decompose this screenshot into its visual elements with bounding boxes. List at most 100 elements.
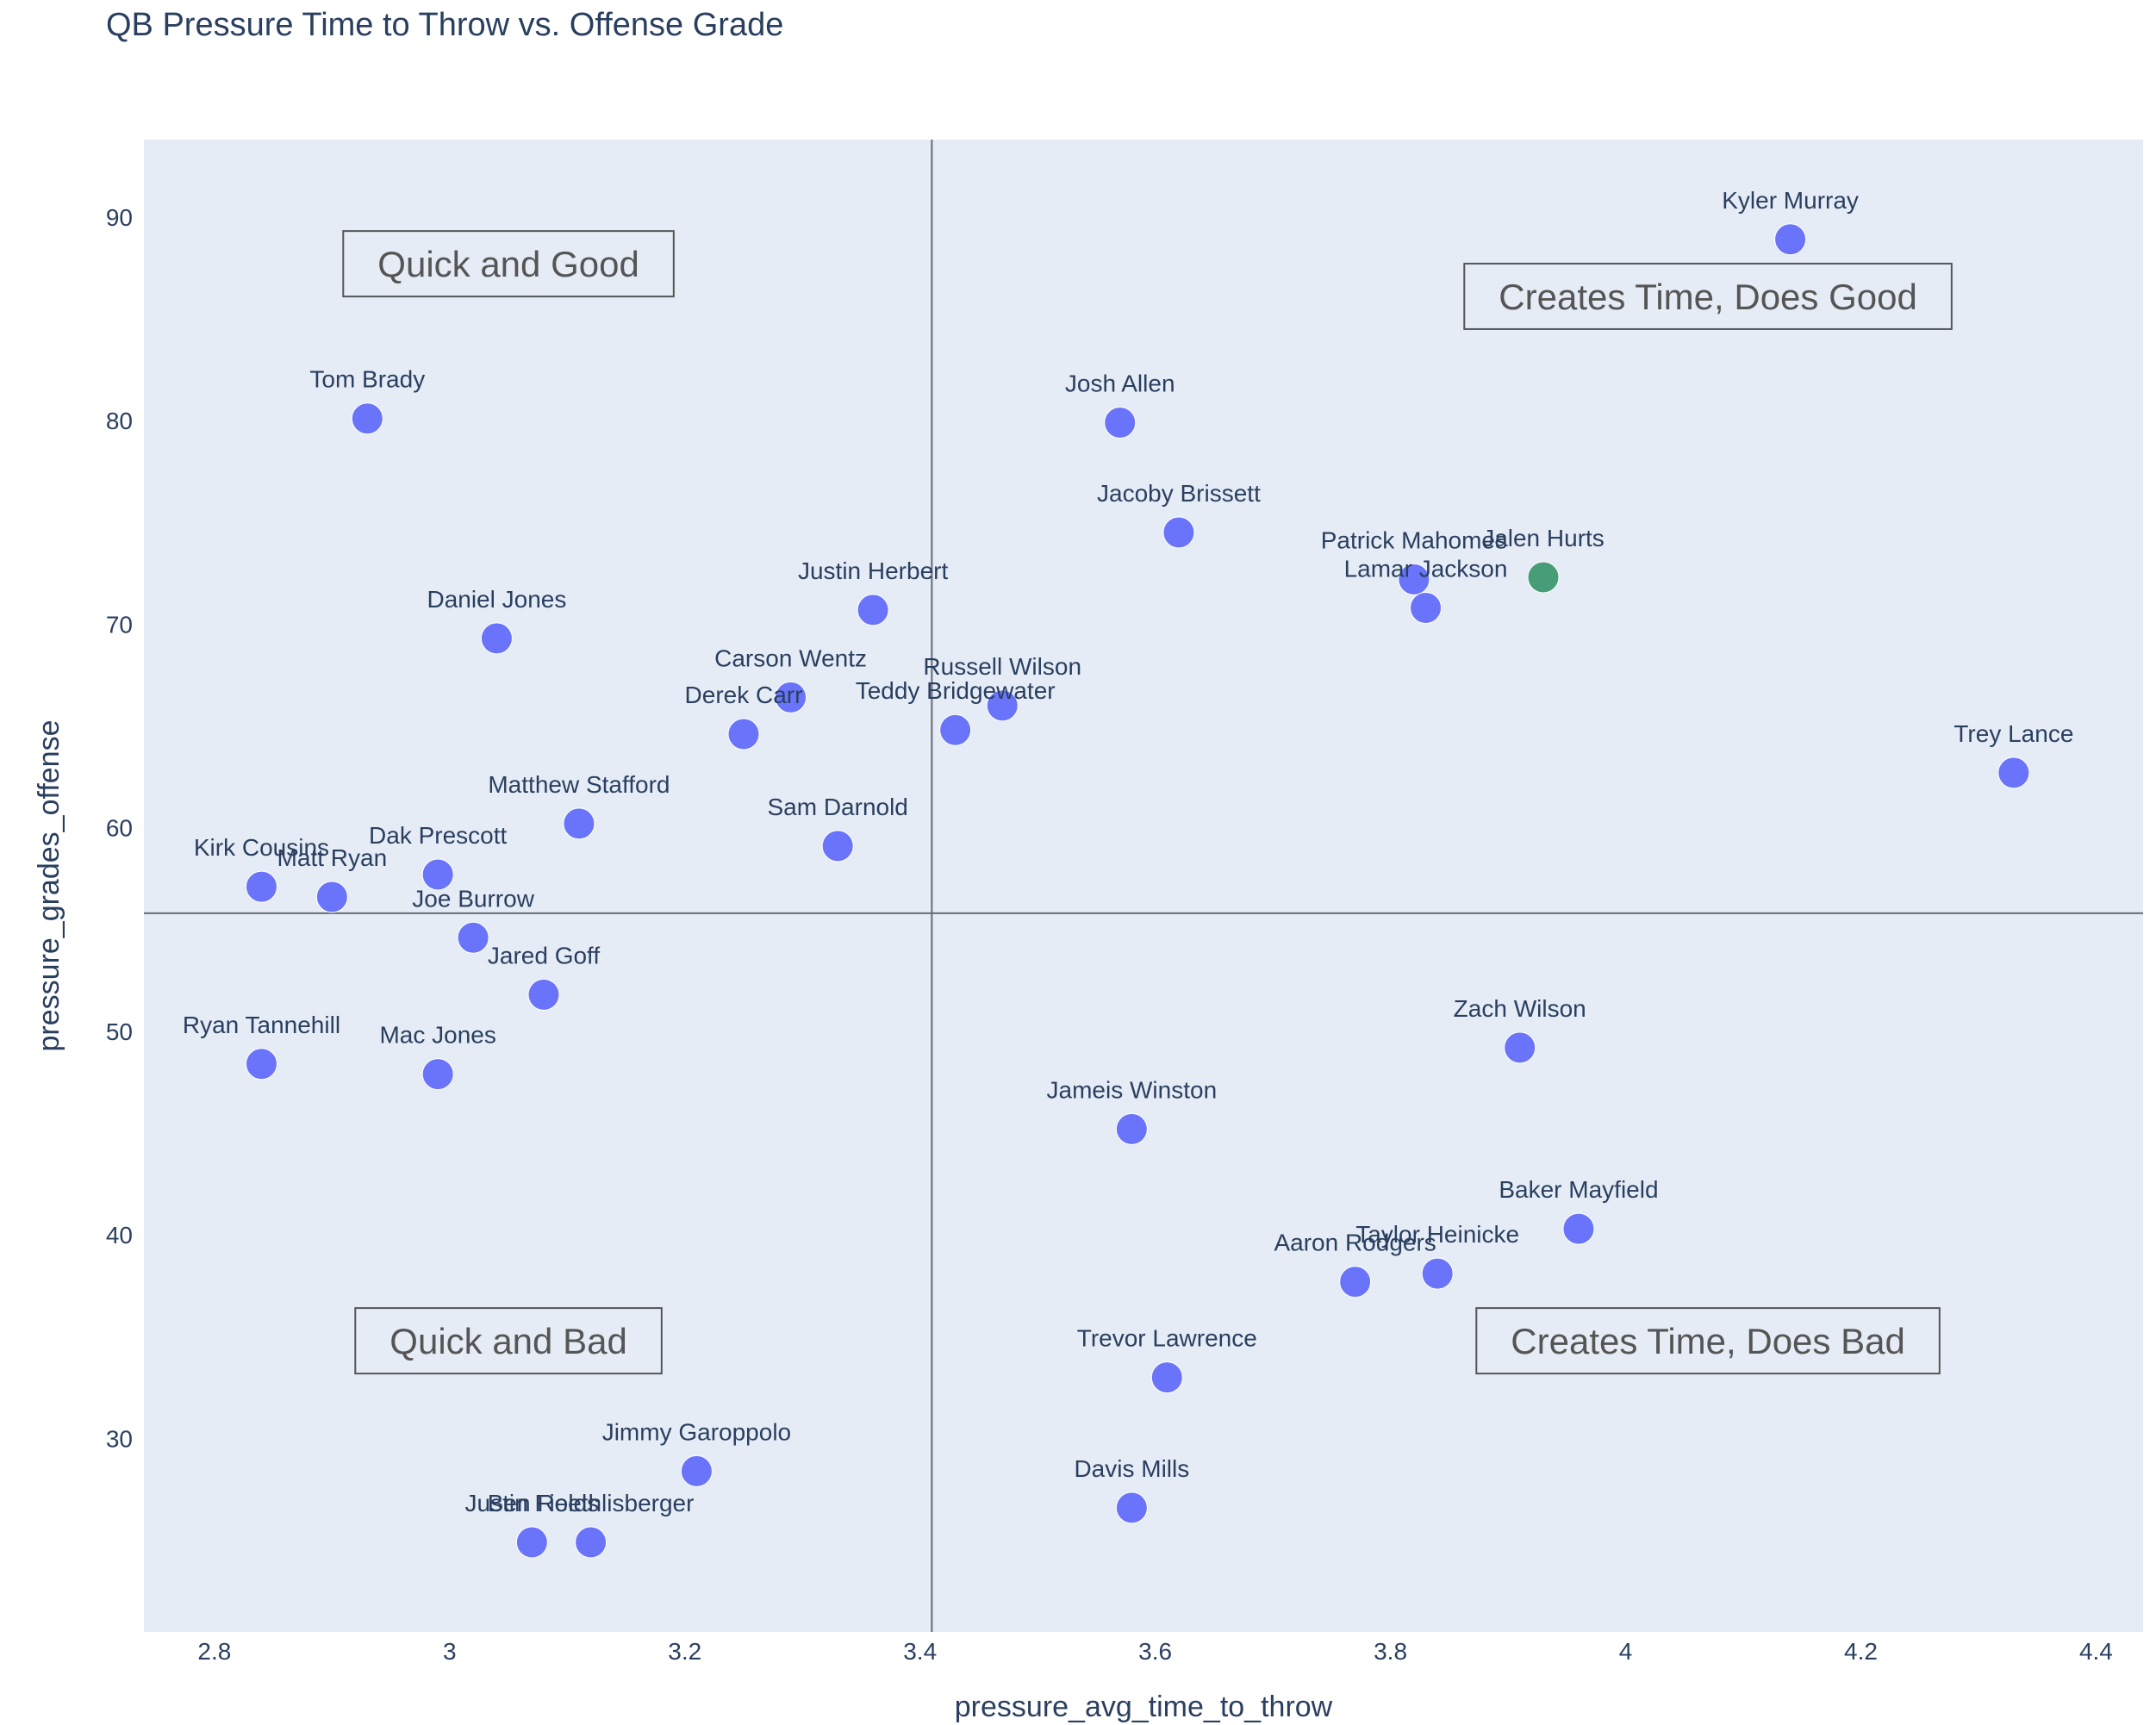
data-point-label: Jameis Winston bbox=[1047, 1076, 1218, 1103]
y-axis-title: pressure_grades_offense bbox=[33, 720, 65, 1052]
quadrant-box bbox=[1475, 1307, 1941, 1375]
quadrant-box bbox=[1463, 262, 1953, 330]
data-point-label: Jimmy Garoppolo bbox=[602, 1418, 791, 1445]
data-point-label: Teddy Bridgewater bbox=[856, 677, 1056, 704]
x-tick-label: 3.6 bbox=[1138, 1638, 1172, 1665]
data-point bbox=[680, 1454, 713, 1487]
data-point-label: Jalen Hurts bbox=[1482, 525, 1605, 551]
y-tick-label: 80 bbox=[106, 408, 133, 434]
data-point bbox=[1339, 1266, 1372, 1298]
x-axis: 2.8 3 3.2 3.4 3.6 3.8 4 4.2 4.4 bbox=[197, 1638, 2112, 1665]
data-point-label: Joe Burrow bbox=[412, 885, 534, 912]
x-tick-label: 3.8 bbox=[1374, 1638, 1407, 1665]
data-point-label: Ben Roethlisberger bbox=[488, 1490, 695, 1516]
quadrant-label: Quick and Bad bbox=[389, 1321, 627, 1361]
data-point bbox=[1104, 406, 1137, 439]
data-point bbox=[1398, 563, 1430, 595]
x-tick-label: 3.4 bbox=[903, 1638, 937, 1665]
x-tick-label: 3 bbox=[443, 1638, 457, 1665]
data-point-label: Davis Mills bbox=[1074, 1455, 1189, 1482]
data-point bbox=[1997, 757, 2030, 789]
data-point bbox=[821, 830, 854, 862]
plot-area bbox=[144, 140, 2143, 1632]
data-labels: Kyler Murray Tom Brady Josh Allen Jacoby Br… bbox=[183, 187, 2074, 1516]
x-tick-label: 4.4 bbox=[2079, 1638, 2113, 1665]
y-tick-label: 50 bbox=[106, 1018, 133, 1045]
data-point-label: Justin Fields bbox=[465, 1490, 600, 1516]
quadrant-box bbox=[354, 1307, 663, 1375]
x-tick-label: 2.8 bbox=[197, 1638, 231, 1665]
data-point-label: Daniel Jones bbox=[427, 586, 566, 613]
data-point-label: Aaron Rodgers bbox=[1274, 1230, 1436, 1256]
quadrant-label: Creates Time, Does Good bbox=[1499, 277, 1917, 317]
data-point-label: Patrick Mahomes bbox=[1321, 526, 1507, 553]
data-point bbox=[1115, 1112, 1148, 1145]
y-tick-label: 30 bbox=[106, 1426, 133, 1453]
data-point-label: Carson Wentz bbox=[714, 645, 867, 671]
data-point bbox=[515, 1526, 548, 1559]
y-tick-label: 60 bbox=[106, 815, 133, 842]
data-point-label: Baker Mayfield bbox=[1499, 1176, 1658, 1203]
y-tick-label: 40 bbox=[106, 1222, 133, 1249]
data-point-label: Jacoby Brissett bbox=[1097, 480, 1261, 507]
data-point bbox=[1504, 1031, 1536, 1064]
y-tick-label: 70 bbox=[106, 611, 133, 638]
data-point-label: Ryan Tannehill bbox=[183, 1012, 340, 1038]
data-point-label: Josh Allen bbox=[1065, 370, 1175, 396]
quadrant-label: Creates Time, Does Bad bbox=[1511, 1321, 1905, 1361]
x-tick-label: 4.2 bbox=[1844, 1638, 1878, 1665]
data-point bbox=[315, 881, 348, 913]
data-point-label: Justin Herbert bbox=[798, 557, 949, 584]
chart-title: QB Pressure Time to Throw vs. Offense Gr… bbox=[106, 7, 783, 43]
data-point-label: Zach Wilson bbox=[1454, 995, 1586, 1022]
data-point-label: Lamar Jackson bbox=[1344, 555, 1508, 582]
data-point bbox=[1410, 591, 1443, 624]
quadrant-label: Quick and Good bbox=[377, 244, 639, 284]
data-point-label: Sam Darnold bbox=[767, 794, 907, 820]
data-point bbox=[1421, 1257, 1454, 1290]
data-point-label: Kyler Murray bbox=[1722, 187, 1859, 214]
data-point bbox=[1562, 1212, 1595, 1245]
data-point-label: Tom Brady bbox=[309, 366, 425, 393]
data-point bbox=[986, 689, 1019, 722]
data-points bbox=[245, 223, 2030, 1559]
data-point bbox=[1115, 1491, 1148, 1524]
data-point-label: Matt Ryan bbox=[277, 844, 388, 871]
data-point-label: Russell Wilson bbox=[923, 653, 1081, 680]
data-point bbox=[563, 807, 595, 840]
data-point bbox=[351, 402, 383, 435]
x-axis-title: pressure_avg_time_to_throw bbox=[955, 1691, 1333, 1723]
x-tick-label: 3.2 bbox=[668, 1638, 701, 1665]
data-point-label: Dak Prescott bbox=[369, 822, 507, 849]
data-point-label: Trey Lance bbox=[1953, 720, 2073, 747]
quadrant-annotations: Quick and Good Creates Time, Does Good Qui… bbox=[342, 230, 1953, 1375]
data-point bbox=[939, 713, 972, 746]
data-point bbox=[457, 921, 489, 954]
data-point bbox=[1150, 1361, 1183, 1394]
data-point-label: Derek Carr bbox=[685, 682, 803, 708]
data-point bbox=[245, 1048, 277, 1080]
x-tick-label: 4 bbox=[1619, 1638, 1633, 1665]
highlighted-data-point bbox=[1527, 561, 1560, 594]
data-point-label: Trevor Lawrence bbox=[1077, 1325, 1257, 1352]
data-point-label: Jared Goff bbox=[488, 942, 600, 968]
data-point bbox=[575, 1526, 608, 1559]
data-point-label: Kirk Cousins bbox=[194, 834, 329, 861]
data-point bbox=[1774, 223, 1807, 256]
y-tick-label: 90 bbox=[106, 204, 133, 231]
data-point bbox=[775, 681, 807, 713]
data-point bbox=[480, 622, 513, 655]
data-point bbox=[857, 594, 889, 626]
data-point bbox=[245, 870, 277, 903]
y-axis: 30 40 50 60 70 80 90 bbox=[106, 204, 133, 1453]
data-point-label: Matthew Stafford bbox=[488, 771, 670, 798]
data-point-label: Mac Jones bbox=[379, 1022, 495, 1049]
data-point bbox=[727, 718, 760, 750]
data-point bbox=[421, 1058, 454, 1091]
quadrant-box bbox=[342, 230, 675, 298]
data-point-label: Taylor Heinicke bbox=[1355, 1221, 1519, 1248]
data-point bbox=[527, 978, 560, 1011]
data-point bbox=[1162, 516, 1195, 549]
data-point bbox=[421, 858, 454, 891]
